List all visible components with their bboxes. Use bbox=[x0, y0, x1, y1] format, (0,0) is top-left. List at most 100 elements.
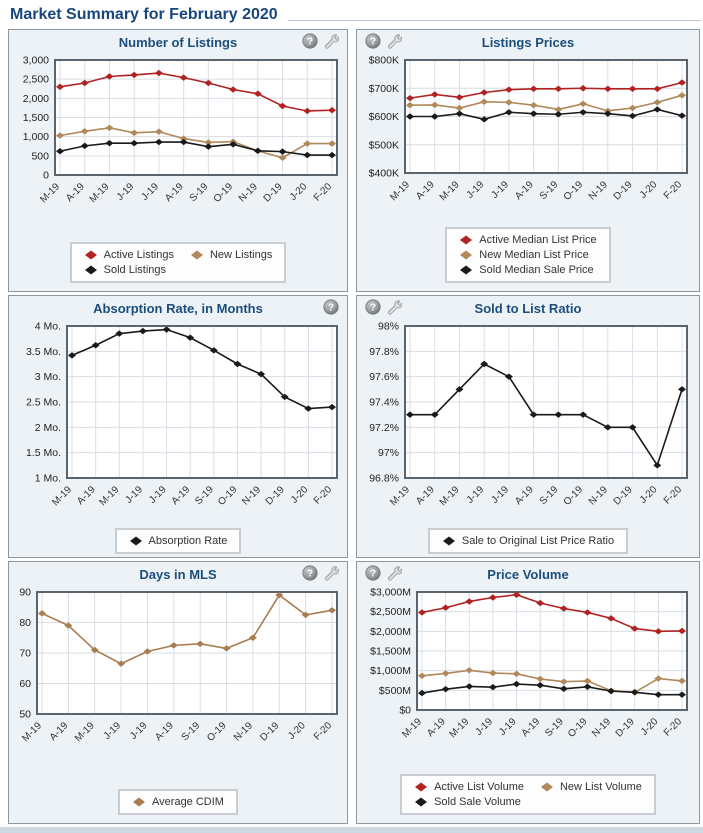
help-icon[interactable]: ? bbox=[365, 565, 381, 581]
panel-number-of-listings: Number of Listings ? 3,000 2,500 2,000 1,50… bbox=[8, 29, 348, 292]
x-tick-label: O-19 bbox=[216, 484, 240, 508]
help-icon[interactable]: ? bbox=[302, 565, 318, 581]
customize-icon[interactable] bbox=[386, 299, 403, 315]
legend-item: New Median List Price bbox=[459, 249, 589, 261]
x-tick-label: N-19 bbox=[587, 179, 610, 202]
panel-price-volume: Price Volume ? $3,000M $2,500M $2,000M $1,5… bbox=[356, 561, 700, 824]
panel-header: Sold to List Ratio ? bbox=[357, 296, 699, 320]
y-tick-label: 70 bbox=[19, 648, 31, 660]
y-tick-label: 96.8% bbox=[369, 473, 399, 485]
x-tick-label: M-19 bbox=[388, 179, 412, 203]
series-sold-median-sale-price bbox=[406, 106, 686, 123]
legend-box: Average CDIM bbox=[118, 789, 238, 815]
charts-grid: Number of Listings ? 3,000 2,500 2,000 1,50… bbox=[8, 29, 700, 824]
customize-icon[interactable] bbox=[323, 33, 340, 49]
svg-text:?: ? bbox=[328, 302, 334, 313]
help-icon[interactable]: ? bbox=[302, 33, 318, 49]
x-tick-label: J-19 bbox=[115, 181, 137, 203]
legend-item: Active Median List Price bbox=[459, 234, 597, 246]
x-tick-label: F-20 bbox=[312, 720, 335, 743]
help-icon[interactable]: ? bbox=[365, 33, 381, 49]
y-tick-label: 0 bbox=[43, 170, 49, 182]
series-new-median-list-price bbox=[406, 92, 686, 115]
chart-title: Absorption Rate, in Months bbox=[93, 301, 263, 316]
chart-legend: Active Median List Price New Median List … bbox=[445, 227, 611, 283]
x-tick-label: M-19 bbox=[50, 484, 74, 508]
y-tick-label: 1.5 Mo. bbox=[26, 447, 61, 459]
chart-title: Listings Prices bbox=[481, 35, 575, 50]
x-tick-label: J-20 bbox=[288, 181, 310, 203]
help-icon[interactable]: ? bbox=[365, 299, 381, 315]
x-tick-label: S-19 bbox=[538, 484, 561, 507]
chart-legend: Absorption Rate bbox=[114, 528, 242, 554]
legend-marker-icon bbox=[460, 250, 473, 260]
legend-item: Sold Listings bbox=[84, 264, 166, 276]
legend-label: New Listings bbox=[209, 249, 273, 261]
customize-icon[interactable] bbox=[386, 33, 403, 49]
x-tick-label: J-20 bbox=[289, 484, 311, 506]
x-tick-label: F-20 bbox=[312, 181, 335, 204]
x-tick-label: J-19 bbox=[465, 179, 487, 201]
panel-header: Number of Listings ? bbox=[9, 30, 347, 54]
y-tick-label: 2 Mo. bbox=[35, 422, 61, 434]
x-tick-label: S-19 bbox=[193, 484, 216, 507]
y-tick-label: 500 bbox=[31, 150, 49, 162]
x-tick-label: M-19 bbox=[447, 716, 471, 740]
x-tick-label: M-19 bbox=[400, 716, 424, 740]
x-tick-label: D-19 bbox=[264, 484, 287, 507]
legend-label: Active Median List Price bbox=[479, 234, 597, 246]
x-tick-label: J-20 bbox=[639, 716, 661, 738]
chart-legend: Active List Volume New List Volume Sold Sa… bbox=[400, 774, 656, 815]
x-tick-label: S-19 bbox=[538, 179, 561, 202]
legend-label: Average CDIM bbox=[152, 796, 224, 808]
legend-box: Active Listings New Listings Sold Listings bbox=[69, 242, 287, 283]
x-tick-label: J-19 bbox=[473, 716, 495, 738]
chart-canvas: 98%97.8%97.6%97.4%97.2%97%96.8%M-19 A-19 M… bbox=[369, 321, 688, 508]
chart-title: Days in MLS bbox=[139, 567, 217, 582]
customize-icon[interactable] bbox=[323, 565, 340, 581]
y-tick-label: 97% bbox=[378, 447, 399, 459]
legend-marker-icon bbox=[415, 782, 428, 792]
legend-item: Average CDIM bbox=[132, 796, 224, 808]
x-tick-label: O-19 bbox=[205, 720, 229, 744]
x-tick-label: F-20 bbox=[312, 484, 335, 507]
customize-icon[interactable] bbox=[386, 565, 403, 581]
y-tick-label: 3 Mo. bbox=[35, 371, 61, 383]
chart-canvas: 4 Mo. 3.5 Mo. 3 Mo. 2.5 Mo. 2 Mo. 1.5 Mo. 1 Mo… bbox=[26, 321, 338, 508]
help-icon[interactable]: ? bbox=[323, 299, 339, 315]
legend-label: Absorption Rate bbox=[148, 535, 228, 547]
series-absorption-rate bbox=[68, 326, 336, 412]
x-tick-label: D-19 bbox=[258, 720, 281, 743]
legend-marker-icon bbox=[460, 235, 473, 245]
x-tick-label: A-19 bbox=[170, 484, 193, 507]
x-tick-label: M-19 bbox=[97, 484, 121, 508]
x-tick-label: S-19 bbox=[188, 181, 211, 204]
panel-days-in-mls: Days in MLS ? 90 80 70 60 50 M-19 A-19 M-19 J-19… bbox=[8, 561, 348, 824]
panel-icons: ? bbox=[302, 33, 340, 49]
x-tick-label: J-19 bbox=[147, 484, 169, 506]
x-tick-label: J-19 bbox=[123, 484, 145, 506]
x-tick-label: O-19 bbox=[212, 181, 236, 205]
y-tick-label: 97.2% bbox=[369, 422, 399, 434]
y-tick-label: 50 bbox=[19, 709, 31, 721]
legend-label: Sold Median Sale Price bbox=[479, 264, 594, 276]
legend-label: New Median List Price bbox=[479, 249, 589, 261]
y-tick-label: 80 bbox=[19, 617, 31, 629]
legend-label: Active Listings bbox=[103, 249, 174, 261]
legend-label: Sold Listings bbox=[103, 264, 167, 276]
y-tick-label: 97.8% bbox=[369, 346, 399, 358]
x-tick-label: A-19 bbox=[520, 716, 543, 739]
x-tick-label: J-19 bbox=[489, 179, 511, 201]
y-tick-label: $500K bbox=[369, 139, 399, 151]
y-tick-label: $800K bbox=[369, 55, 399, 67]
legend-item: Sold Sale Volume bbox=[414, 796, 521, 808]
legend-item: New List Volume bbox=[540, 781, 642, 793]
legend-box: Absorption Rate bbox=[114, 528, 242, 554]
y-tick-label: $700K bbox=[369, 83, 399, 95]
y-tick-label: 1,000 bbox=[23, 131, 49, 143]
x-tick-label: A-19 bbox=[513, 179, 536, 202]
header-rule bbox=[287, 20, 701, 21]
x-tick-label: J-20 bbox=[638, 179, 660, 201]
